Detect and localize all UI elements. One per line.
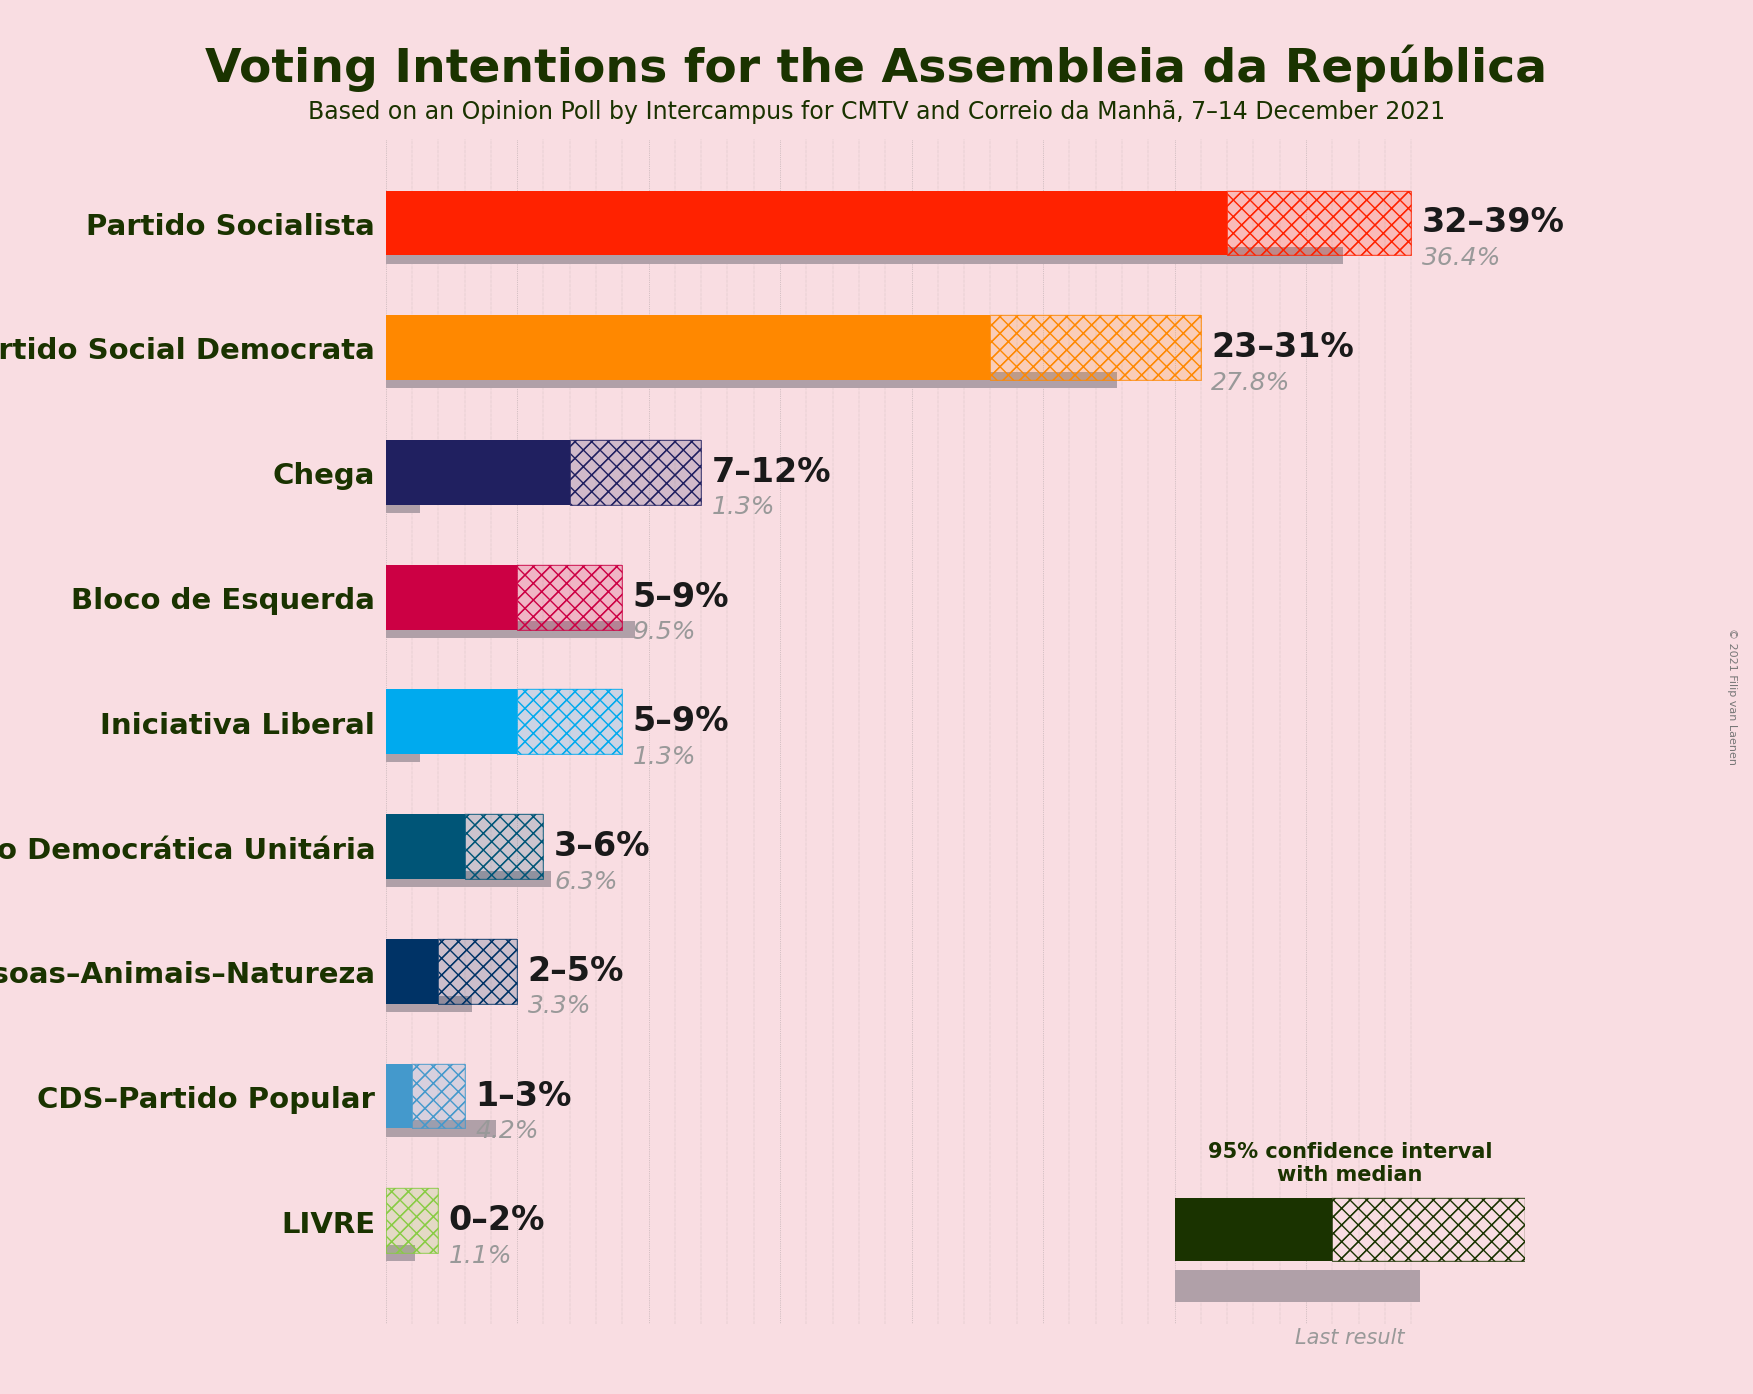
Text: 1.3%: 1.3%: [633, 744, 696, 769]
Text: 3–6%: 3–6%: [554, 829, 650, 863]
Text: Chega: Chega: [273, 463, 375, 491]
Bar: [386, 315, 990, 381]
Bar: [517, 565, 622, 630]
Text: 27.8%: 27.8%: [1211, 371, 1290, 395]
Bar: [386, 995, 472, 1012]
Text: 4.2%: 4.2%: [475, 1119, 538, 1143]
Text: Bloco de Esquerda: Bloco de Esquerda: [72, 587, 375, 615]
Text: 2–5%: 2–5%: [528, 955, 624, 988]
Bar: [386, 1188, 438, 1253]
Bar: [990, 315, 1201, 381]
Text: 23–31%: 23–31%: [1211, 332, 1353, 364]
Bar: [412, 1064, 465, 1129]
Text: 95% confidence interval
with median: 95% confidence interval with median: [1208, 1142, 1492, 1185]
Bar: [1175, 1197, 1332, 1260]
Text: Partido Social Democrata: Partido Social Democrata: [0, 337, 375, 365]
Text: Iniciativa Liberal: Iniciativa Liberal: [100, 711, 375, 740]
Bar: [465, 814, 543, 880]
Bar: [438, 940, 517, 1004]
Text: Last result: Last result: [1295, 1328, 1404, 1348]
Text: © 2021 Filip van Laenen: © 2021 Filip van Laenen: [1727, 629, 1737, 765]
Bar: [438, 940, 517, 1004]
Bar: [570, 441, 701, 505]
Bar: [386, 1188, 438, 1253]
Bar: [386, 814, 465, 880]
Text: 1.3%: 1.3%: [712, 495, 775, 520]
Bar: [465, 814, 543, 880]
Bar: [517, 565, 622, 630]
Bar: [386, 565, 517, 630]
Bar: [517, 690, 622, 754]
Bar: [386, 372, 1117, 388]
Bar: [517, 690, 622, 754]
Bar: [386, 746, 421, 763]
Bar: [386, 1245, 415, 1262]
Text: 1–3%: 1–3%: [475, 1079, 571, 1112]
Text: LIVRE: LIVRE: [280, 1210, 375, 1238]
Bar: [386, 191, 1227, 255]
Bar: [990, 315, 1201, 381]
Bar: [1227, 191, 1411, 255]
Text: 3.3%: 3.3%: [528, 994, 591, 1018]
Bar: [386, 1121, 496, 1136]
Text: 5–9%: 5–9%: [633, 705, 729, 739]
Text: Partido Socialista: Partido Socialista: [86, 213, 375, 241]
Bar: [990, 315, 1201, 381]
Bar: [517, 565, 622, 630]
Text: 7–12%: 7–12%: [712, 456, 831, 489]
Bar: [1227, 191, 1411, 255]
Bar: [386, 622, 635, 637]
Bar: [412, 1064, 465, 1129]
Text: 1.1%: 1.1%: [449, 1243, 512, 1267]
Text: 0–2%: 0–2%: [449, 1204, 545, 1238]
Text: CDS–Partido Popular: CDS–Partido Popular: [37, 1086, 375, 1114]
Bar: [386, 871, 550, 887]
Bar: [1175, 1270, 1420, 1302]
Bar: [465, 814, 543, 880]
Bar: [386, 496, 421, 513]
Bar: [1227, 191, 1411, 255]
Bar: [386, 690, 517, 754]
Bar: [1332, 1197, 1525, 1260]
Bar: [570, 441, 701, 505]
Bar: [386, 940, 438, 1004]
Bar: [386, 1064, 412, 1129]
Text: Coligação Democrática Unitária: Coligação Democrática Unitária: [0, 835, 375, 866]
Bar: [438, 940, 517, 1004]
Bar: [1332, 1197, 1525, 1260]
Bar: [386, 441, 570, 505]
Bar: [386, 1188, 438, 1253]
Text: 5–9%: 5–9%: [633, 581, 729, 613]
Text: 9.5%: 9.5%: [633, 620, 696, 644]
Text: Based on an Opinion Poll by Intercampus for CMTV and Correio da Manhã, 7–14 Dece: Based on an Opinion Poll by Intercampus …: [309, 100, 1444, 124]
Text: Voting Intentions for the Assembleia da República: Voting Intentions for the Assembleia da …: [205, 45, 1548, 92]
Text: Pessoas–Animais–Natureza: Pessoas–Animais–Natureza: [0, 960, 375, 990]
Bar: [517, 690, 622, 754]
Text: 36.4%: 36.4%: [1422, 245, 1501, 270]
Bar: [412, 1064, 465, 1129]
Text: 6.3%: 6.3%: [554, 870, 617, 894]
Bar: [570, 441, 701, 505]
Text: 32–39%: 32–39%: [1422, 206, 1565, 240]
Bar: [386, 247, 1343, 263]
